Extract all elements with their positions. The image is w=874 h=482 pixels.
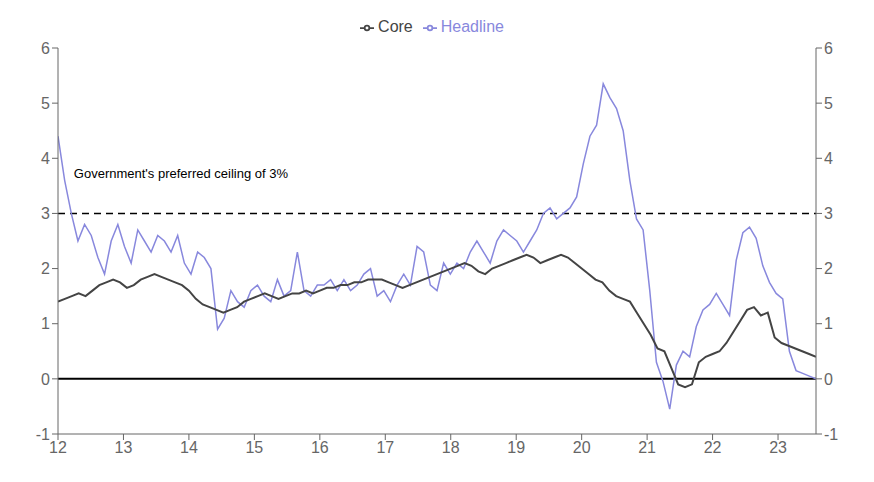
svg-text:0: 0 — [41, 371, 50, 388]
svg-text:-1: -1 — [824, 426, 838, 443]
svg-text:14: 14 — [180, 439, 198, 456]
svg-text:6: 6 — [824, 40, 833, 57]
svg-text:1: 1 — [41, 315, 50, 332]
svg-text:23: 23 — [769, 439, 787, 456]
svg-text:15: 15 — [245, 439, 263, 456]
svg-text:3: 3 — [41, 205, 50, 222]
svg-text:Government's preferred ceiling: Government's preferred ceiling of 3% — [74, 166, 289, 181]
svg-text:12: 12 — [49, 439, 67, 456]
svg-text:3: 3 — [824, 205, 833, 222]
svg-text:22: 22 — [704, 439, 722, 456]
svg-text:6: 6 — [41, 40, 50, 57]
svg-text:19: 19 — [507, 439, 525, 456]
svg-text:4: 4 — [41, 150, 50, 167]
svg-text:2: 2 — [824, 260, 833, 277]
html-text:Core: Core — [378, 18, 413, 35]
svg-text:18: 18 — [442, 439, 460, 456]
svg-text:17: 17 — [376, 439, 394, 456]
svg-text:0: 0 — [824, 371, 833, 388]
svg-text:5: 5 — [824, 95, 833, 112]
svg-text:5: 5 — [41, 95, 50, 112]
svg-text:21: 21 — [638, 439, 656, 456]
html-text:Headline: Headline — [440, 18, 504, 35]
svg-text:-1: -1 — [36, 426, 50, 443]
svg-text:13: 13 — [115, 439, 133, 456]
svg-text:16: 16 — [311, 439, 329, 456]
svg-text:1: 1 — [824, 315, 833, 332]
svg-text:4: 4 — [824, 150, 833, 167]
svg-text:2: 2 — [41, 260, 50, 277]
svg-text:20: 20 — [573, 439, 591, 456]
